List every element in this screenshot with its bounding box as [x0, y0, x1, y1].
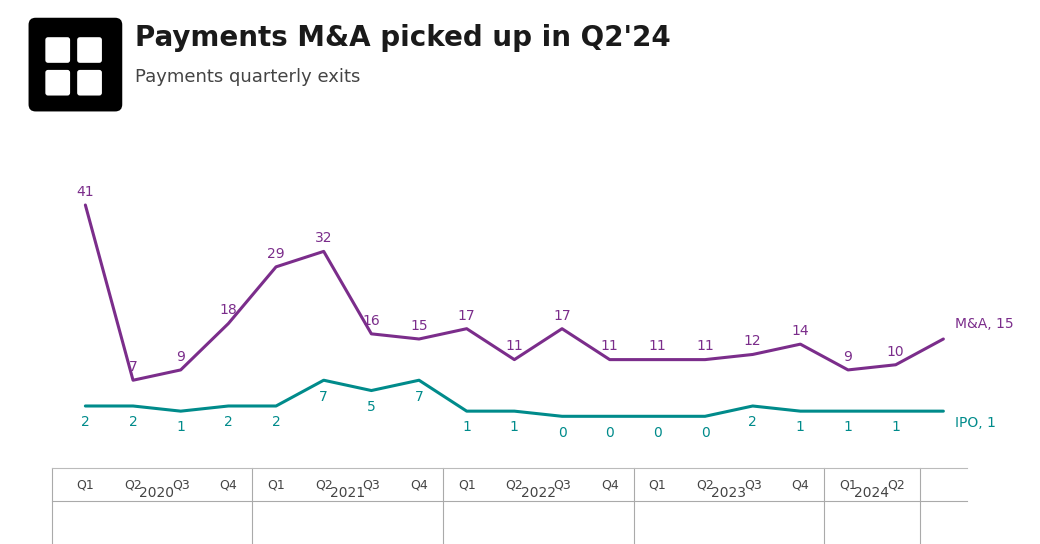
Text: 11: 11 — [601, 339, 619, 354]
Text: 5: 5 — [367, 400, 375, 414]
Text: 9: 9 — [843, 350, 853, 364]
Text: 9: 9 — [176, 350, 185, 364]
Text: 17: 17 — [553, 308, 571, 323]
FancyBboxPatch shape — [77, 70, 102, 96]
Text: 7: 7 — [415, 390, 423, 404]
FancyBboxPatch shape — [46, 37, 70, 63]
FancyBboxPatch shape — [28, 18, 123, 112]
Text: 0: 0 — [605, 425, 614, 440]
Text: 16: 16 — [363, 314, 381, 327]
Text: 18: 18 — [219, 304, 237, 317]
Text: 32: 32 — [315, 231, 333, 245]
Text: 2: 2 — [271, 415, 281, 429]
Text: 14: 14 — [791, 324, 809, 338]
Text: 2: 2 — [749, 415, 757, 429]
Text: 0: 0 — [557, 425, 567, 440]
Text: 1: 1 — [462, 421, 471, 435]
Text: 17: 17 — [458, 308, 475, 323]
Text: 12: 12 — [744, 334, 761, 348]
Text: 41: 41 — [77, 185, 95, 199]
Text: 2: 2 — [129, 415, 137, 429]
Text: 1: 1 — [843, 421, 853, 435]
Text: 1: 1 — [796, 421, 805, 435]
Text: 2023: 2023 — [711, 486, 747, 500]
Text: 2021: 2021 — [330, 486, 365, 500]
Text: 0: 0 — [653, 425, 661, 440]
Text: 2: 2 — [81, 415, 89, 429]
Text: 1: 1 — [510, 421, 519, 435]
Text: 1: 1 — [176, 421, 185, 435]
Text: 29: 29 — [267, 246, 285, 261]
Text: 2: 2 — [224, 415, 233, 429]
Text: 11: 11 — [649, 339, 667, 354]
Text: 10: 10 — [887, 344, 905, 358]
Text: 11: 11 — [505, 339, 523, 354]
Text: 2020: 2020 — [139, 486, 175, 500]
Text: 11: 11 — [696, 339, 713, 354]
Text: 1: 1 — [891, 421, 901, 435]
Text: 7: 7 — [129, 360, 137, 374]
FancyBboxPatch shape — [77, 37, 102, 63]
Text: 0: 0 — [701, 425, 709, 440]
FancyBboxPatch shape — [46, 70, 70, 96]
Text: 2024: 2024 — [855, 486, 889, 500]
Text: Payments quarterly exits: Payments quarterly exits — [135, 68, 361, 86]
Text: 15: 15 — [410, 319, 427, 333]
Text: Payments M&A picked up in Q2'24: Payments M&A picked up in Q2'24 — [135, 24, 671, 52]
Text: 2022: 2022 — [521, 486, 555, 500]
Text: M&A, 15: M&A, 15 — [956, 317, 1014, 331]
Text: IPO, 1: IPO, 1 — [956, 416, 996, 430]
Text: 7: 7 — [319, 390, 328, 404]
